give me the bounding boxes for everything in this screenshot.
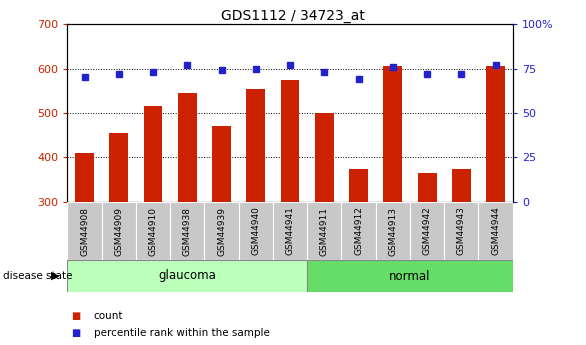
Bar [67,202,101,260]
Bar [479,202,513,260]
Bar [205,202,239,260]
Text: normal: normal [389,269,431,283]
Text: count: count [94,311,123,321]
Text: ■: ■ [71,328,81,338]
Bar [75,153,94,202]
Bar [67,260,307,292]
Text: GSM44911: GSM44911 [320,207,329,256]
Bar [239,202,273,260]
Bar [376,202,410,260]
Text: GSM44940: GSM44940 [251,207,260,255]
Text: GSM44913: GSM44913 [389,207,397,256]
Bar [486,66,505,202]
Text: GSM44938: GSM44938 [183,207,192,256]
Text: GSM44942: GSM44942 [423,207,432,255]
Text: GSM44939: GSM44939 [217,207,226,256]
Bar [178,93,197,202]
Bar [246,89,265,202]
Bar [101,202,136,260]
Bar [383,66,402,202]
Text: ■: ■ [71,311,81,321]
Bar [110,133,128,202]
Text: disease state: disease state [3,271,73,281]
Bar [170,202,205,260]
Bar [212,126,231,202]
Bar [315,113,334,202]
Text: GSM44912: GSM44912 [354,207,363,255]
Text: GSM44909: GSM44909 [114,207,123,256]
Text: GSM44910: GSM44910 [148,207,158,256]
Bar [273,202,307,260]
Text: percentile rank within the sample: percentile rank within the sample [94,328,270,338]
Bar [342,202,376,260]
Bar [307,260,513,292]
Text: GSM44944: GSM44944 [491,207,500,255]
Text: GDS1112 / 34723_at: GDS1112 / 34723_at [221,9,365,23]
Bar [136,202,170,260]
Bar [281,80,299,202]
Bar [307,202,342,260]
Bar [444,202,479,260]
Bar [349,168,368,202]
Text: GSM44908: GSM44908 [80,207,89,256]
Bar [418,173,437,202]
Bar [452,168,471,202]
Text: glaucoma: glaucoma [158,269,216,283]
Bar [410,202,444,260]
Bar [144,106,162,202]
Text: ▶: ▶ [52,271,60,281]
Text: GSM44943: GSM44943 [457,207,466,255]
Text: GSM44941: GSM44941 [285,207,295,255]
